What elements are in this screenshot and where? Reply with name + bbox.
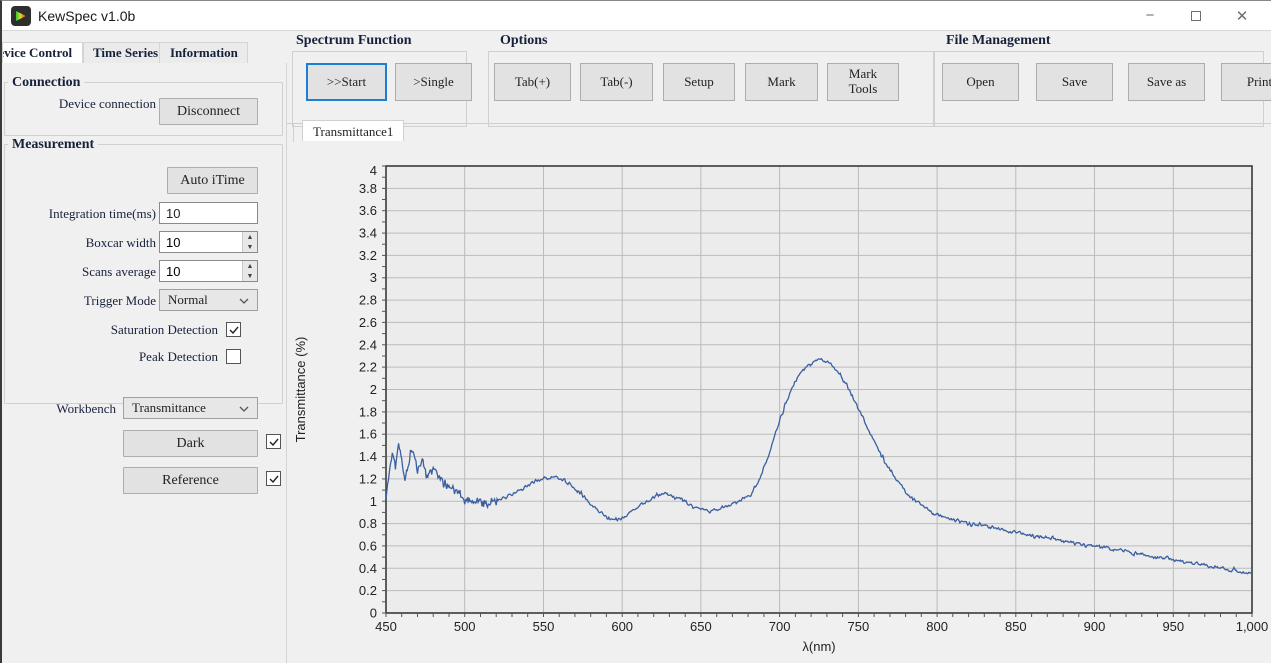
svg-text:750: 750 (848, 619, 870, 634)
svg-text:1.4: 1.4 (359, 449, 377, 464)
svg-text:1.2: 1.2 (359, 471, 377, 486)
svg-text:500: 500 (454, 619, 476, 634)
svg-text:3.2: 3.2 (359, 248, 377, 263)
svg-text:0.4: 0.4 (359, 561, 377, 576)
svg-text:550: 550 (533, 619, 555, 634)
svg-text:650: 650 (690, 619, 712, 634)
svg-text:1.8: 1.8 (359, 404, 377, 419)
svg-text:900: 900 (1084, 619, 1106, 634)
svg-text:2.2: 2.2 (359, 360, 377, 375)
svg-text:1,000: 1,000 (1236, 619, 1269, 634)
svg-text:λ(nm): λ(nm) (802, 639, 835, 654)
svg-text:0.8: 0.8 (359, 516, 377, 531)
svg-text:1: 1 (370, 494, 377, 509)
svg-text:3.8: 3.8 (359, 181, 377, 196)
svg-text:2: 2 (370, 382, 377, 397)
svg-text:600: 600 (611, 619, 633, 634)
svg-text:800: 800 (926, 619, 948, 634)
svg-text:Transmittance (%): Transmittance (%) (293, 337, 308, 443)
svg-text:3.6: 3.6 (359, 203, 377, 218)
svg-text:2.6: 2.6 (359, 315, 377, 330)
svg-text:3.4: 3.4 (359, 226, 377, 241)
svg-text:0.6: 0.6 (359, 538, 377, 553)
svg-text:0.2: 0.2 (359, 583, 377, 598)
svg-text:2.8: 2.8 (359, 293, 377, 308)
svg-text:850: 850 (1005, 619, 1027, 634)
svg-text:700: 700 (769, 619, 791, 634)
svg-text:450: 450 (375, 619, 397, 634)
svg-text:950: 950 (1162, 619, 1184, 634)
svg-text:3: 3 (370, 270, 377, 285)
svg-text:4: 4 (370, 163, 377, 178)
svg-text:2.4: 2.4 (359, 337, 377, 352)
svg-text:1.6: 1.6 (359, 427, 377, 442)
